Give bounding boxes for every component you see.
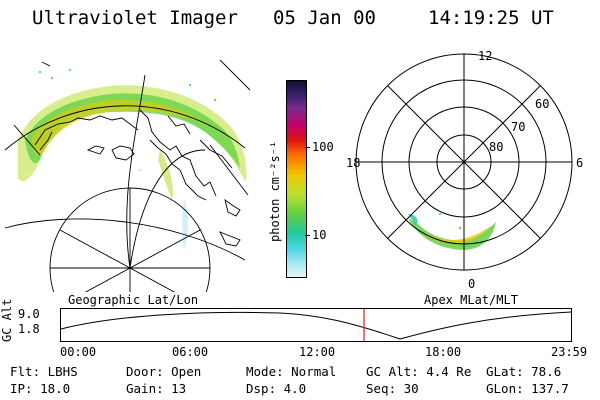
polar-grid (355, 53, 573, 271)
mlt-label-6: 6 (576, 156, 584, 170)
gc-alt-info: GC Alt: 4.4 Re (366, 364, 472, 379)
colorbar-scale (286, 80, 307, 278)
glat-info: GLat: 78.6 (486, 364, 562, 379)
mlt-label-18: 18 (346, 156, 361, 170)
altitude-ytick-high: 9.0 (18, 307, 40, 321)
geographic-graticule (4, 59, 251, 292)
polar-mlat-mlt-plot (355, 53, 573, 271)
colorbar-tick-10 (305, 235, 310, 236)
time-tick-2359: 23:59 (551, 345, 588, 359)
colorbar-label-100: 100 (312, 140, 334, 154)
time-label: 14:19:25 UT (428, 7, 554, 29)
auroral-oval-magnetic (408, 212, 496, 250)
mlat-label-60: 60 (535, 97, 550, 111)
filter-info: Flt: LBHS (10, 364, 78, 379)
altitude-orbit-plot (60, 308, 572, 342)
mlt-label-12: 12 (478, 49, 493, 63)
colorbar-tick-100 (305, 147, 310, 148)
mlat-label-80: 80 (489, 140, 504, 154)
dsp-info: Dsp: 4.0 (246, 381, 307, 396)
altitude-ylabel: GC Alt (0, 298, 14, 342)
altitude-ytick-low: 1.8 (18, 322, 40, 336)
apex-caption: Apex MLat/MLT (424, 293, 518, 307)
colorbar-label-10: 10 (312, 228, 327, 242)
mode-info: Mode: Normal (246, 364, 337, 379)
time-tick-06: 06:00 (172, 345, 209, 359)
coastlines (34, 109, 241, 247)
seq-info: Seq: 30 (366, 381, 419, 396)
ip-info: IP: 18.0 (10, 381, 71, 396)
time-tick-00: 00:00 (60, 345, 97, 359)
colorbar-unit-label: photon cm⁻²s⁻¹ (268, 140, 282, 242)
geographic-caption: Geographic Lat/Lon (68, 293, 199, 307)
geographic-image-panel (4, 59, 251, 292)
door-info: Door: Open (126, 364, 202, 379)
mlt-label-0: 0 (468, 277, 476, 291)
glon-info: GLon: 137.7 (486, 381, 569, 396)
time-tick-18: 18:00 (425, 345, 462, 359)
instrument-title: Ultraviolet Imager (32, 7, 238, 29)
time-tick-12: 12:00 (299, 345, 336, 359)
date-label: 05 Jan 00 (273, 7, 376, 29)
gain-info: Gain: 13 (126, 381, 187, 396)
mlat-label-70: 70 (511, 120, 526, 134)
